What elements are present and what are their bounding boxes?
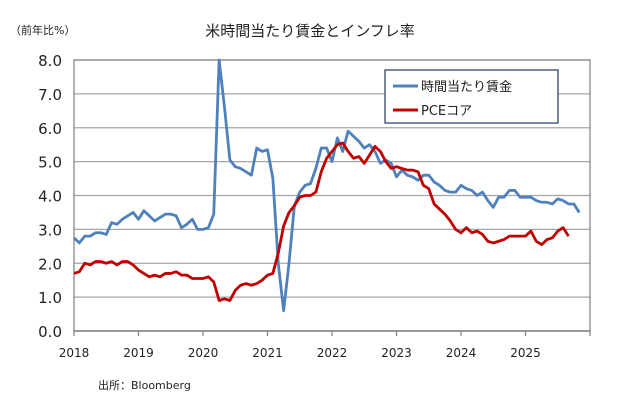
y-tick-label: 2.0 <box>38 255 62 273</box>
legend-label: PCEコア <box>421 104 472 119</box>
x-tick-label: 2021 <box>252 346 283 360</box>
source-note: 出所：Bloomberg <box>98 379 191 392</box>
x-tick-label: 2025 <box>510 346 541 360</box>
x-tick-label: 2022 <box>317 346 348 360</box>
series-line-pce-core <box>73 141 570 302</box>
y-tick-label: 8.0 <box>38 52 62 70</box>
y-tick-label: 6.0 <box>38 120 62 138</box>
y-tick-label: 5.0 <box>38 154 62 172</box>
y-tick-label: 0.0 <box>38 323 62 341</box>
x-tick-label: 2018 <box>59 346 90 360</box>
y-tick-label: 4.0 <box>38 188 62 206</box>
y-tick-label: 3.0 <box>38 221 62 239</box>
chart-title: 米時間当たり賃金とインフレ率 <box>205 22 415 40</box>
y-axis-unit-label: （前年比%） <box>10 24 76 37</box>
x-tick-label: 2024 <box>446 346 477 360</box>
series-line-hourly-wages <box>73 58 581 313</box>
x-tick-label: 2020 <box>188 346 219 360</box>
legend-box <box>384 69 559 124</box>
x-tick-label: 2023 <box>381 346 412 360</box>
x-tick-label: 2019 <box>123 346 154 360</box>
y-tick-label: 7.0 <box>38 86 62 104</box>
legend-label: 時間当たり賃金 <box>421 79 512 95</box>
y-tick-label: 1.0 <box>38 289 62 307</box>
